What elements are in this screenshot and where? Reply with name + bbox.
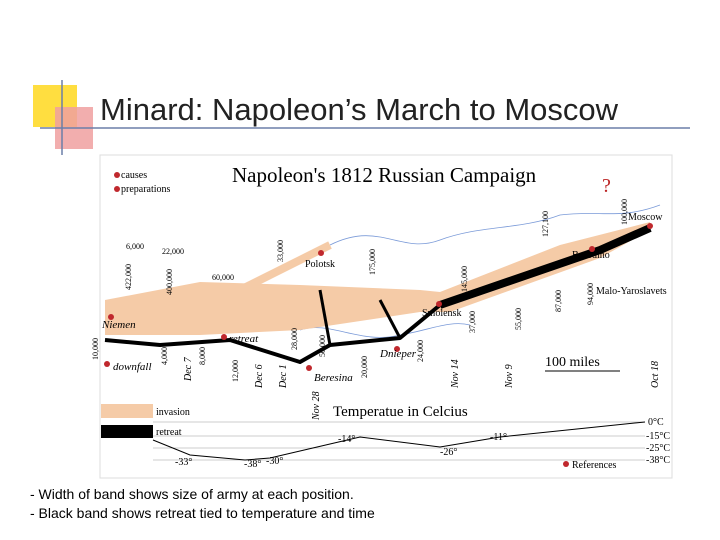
retreat-branch <box>399 311 431 339</box>
army-size: 87,000 <box>554 290 563 312</box>
army-size: 55,000 <box>514 308 523 330</box>
scale-label: 100 miles <box>545 355 600 370</box>
place: Beresina <box>314 372 353 384</box>
invasion-band <box>105 222 650 335</box>
army-size: 60,000 <box>212 273 234 282</box>
army-size: 12,000 <box>231 360 240 382</box>
retreat-branch <box>378 299 402 339</box>
temperature-title: Temperatue in Celcius <box>333 404 468 420</box>
legend-invasion: invasion <box>156 407 190 418</box>
army-size: 28,000 <box>290 328 299 350</box>
place: Moscow <box>628 212 663 223</box>
minard-map: Napoleon's 1812 Russian Campaign ? cause… <box>91 154 673 479</box>
army-size: 4,000 <box>160 347 169 365</box>
invasion-branch <box>238 241 332 294</box>
references: References <box>572 460 617 471</box>
date: Nov 14 <box>450 359 461 389</box>
army-size: 20,000 <box>360 356 369 378</box>
place: Niemen <box>101 319 136 331</box>
army-size: 422,000 <box>124 264 133 290</box>
date: Nov 9 <box>504 364 515 389</box>
date: Oct 18 <box>650 361 661 388</box>
temperature: -26° <box>440 447 457 458</box>
legend-invasion-swatch <box>101 404 153 418</box>
temperature-scale: 0°C <box>648 417 664 428</box>
army-sizes: 422,000 400,000 6,000 22,000 60,000 33,0… <box>91 199 629 382</box>
date: Dec 1 <box>278 364 289 389</box>
army-size: 24,000 <box>416 340 425 362</box>
note: - Width of band shows size of army at ea… <box>30 486 354 502</box>
retreat-band <box>438 224 652 309</box>
temperature: -30° <box>266 456 283 467</box>
temperature-grid <box>153 421 645 461</box>
date: Nov 28 <box>311 391 322 421</box>
army-size: 10,000 <box>91 338 100 360</box>
army-size: 6,000 <box>126 242 144 251</box>
legend-causes: causes <box>121 170 147 181</box>
army-size: 50,000 <box>318 335 327 357</box>
army-size: 33,000 <box>276 240 285 262</box>
temperature-scale: -25°C <box>646 443 670 454</box>
place: downfall <box>113 361 152 373</box>
temperature: -33° <box>175 457 192 468</box>
dots <box>104 172 653 467</box>
river <box>329 204 661 246</box>
temperature-scale: -15°C <box>646 431 670 442</box>
army-size: 94,000 <box>586 283 595 305</box>
date: Dec 6 <box>254 364 265 389</box>
date: Dec 7 <box>183 356 194 382</box>
temperature: -14° <box>338 434 355 445</box>
army-size: 175,000 <box>368 249 377 275</box>
legend-retreat-swatch <box>101 425 153 438</box>
place: Smolensk <box>422 308 461 319</box>
place: Borodino <box>572 250 610 261</box>
map-title: Napoleon's 1812 Russian Campaign <box>232 163 537 187</box>
place: Malo-Yaroslavets <box>596 286 667 297</box>
army-size: 100,000 <box>620 199 629 225</box>
temperature-line <box>152 421 646 461</box>
army-size: 37,000 <box>468 311 477 333</box>
place: Polotsk <box>305 259 335 270</box>
army-size: 400,000 <box>165 269 174 295</box>
retreat-branch <box>318 289 332 346</box>
question-mark: ? <box>602 175 611 197</box>
temperature: -38° <box>244 459 261 470</box>
army-size: 8,000 <box>198 347 207 365</box>
legend-preparations: preparations <box>121 184 171 195</box>
army-size: 145,000 <box>460 266 469 292</box>
temperature: -11° <box>490 432 507 443</box>
note: - Black band shows retreat tied to tempe… <box>30 505 375 521</box>
temperature-scale: -38°C <box>646 455 670 466</box>
place: Dnieper <box>379 348 417 360</box>
legend-retreat: retreat <box>156 427 182 438</box>
place: retreat <box>229 333 259 345</box>
army-size: 22,000 <box>162 247 184 256</box>
slide-title: Minard: Napoleon’s March to Moscow <box>100 92 619 127</box>
army-size: 127,100 <box>541 211 550 237</box>
